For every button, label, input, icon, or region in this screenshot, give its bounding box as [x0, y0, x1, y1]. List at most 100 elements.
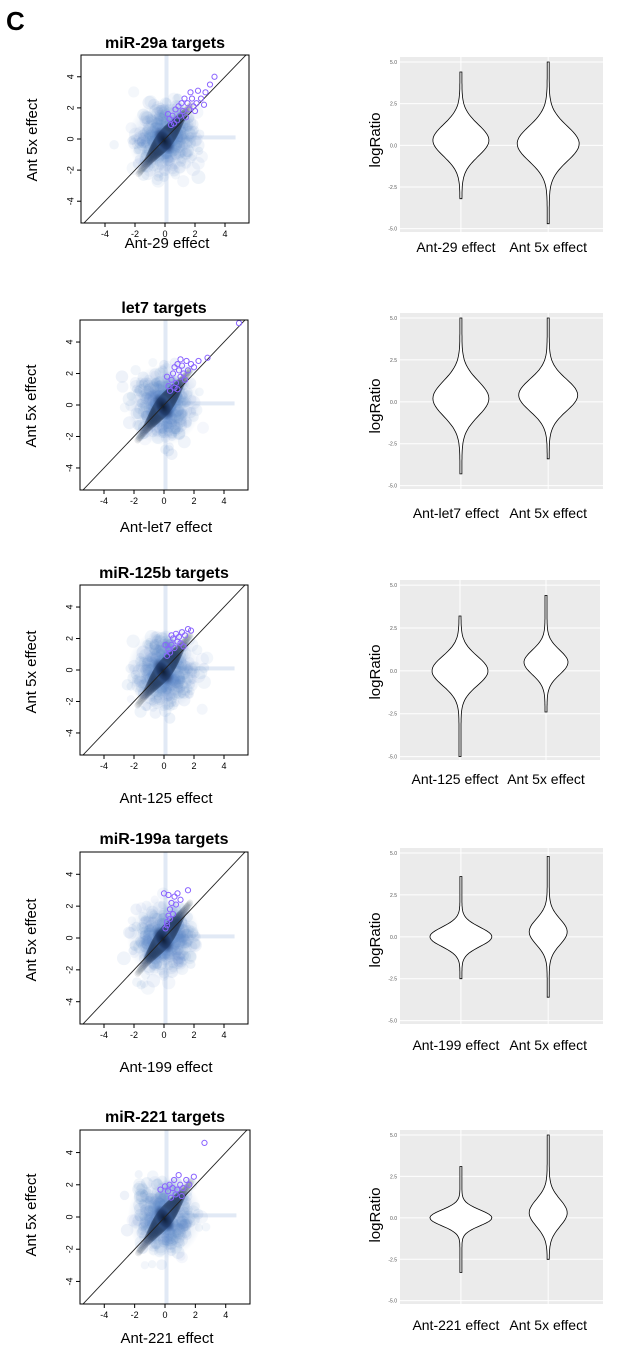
y-tick-label: -4 [64, 464, 74, 472]
y-tick-label: 0.0 [390, 1216, 397, 1222]
target-point [169, 635, 177, 642]
y-tick-label: 0 [64, 402, 74, 407]
violin-shape [523, 595, 569, 713]
target-point [178, 362, 186, 369]
target-point [190, 103, 197, 110]
y-tick-label: 0.0 [390, 143, 397, 149]
violin-shape [431, 615, 489, 757]
violin-panel: 5.0 2.5 0.0 -2.5 -5.0 Ant-125 effect Ant 5x ef… [367, 580, 600, 787]
density-ridge [136, 169, 143, 176]
target-point [182, 114, 190, 121]
y-tick-label: 2 [64, 636, 74, 641]
target-point [201, 1139, 208, 1146]
target-point [187, 89, 194, 96]
density-blob [160, 444, 170, 455]
density-blob [148, 1260, 157, 1269]
density-layer [82, 852, 246, 1024]
scatter-panel: miR-29a targets -4 -2 0 2 4 -4 -2 0 2 4 Ant-29 effe… [24, 35, 250, 252]
y-tick-label: 4 [65, 74, 75, 79]
violin-shape [528, 1134, 568, 1260]
target-point [211, 73, 218, 80]
target-point [185, 106, 193, 113]
y-tick-label: -2.5 [388, 185, 397, 191]
target-point [171, 644, 178, 652]
y-axis-label: Ant 5x effect [24, 98, 41, 182]
target-point [176, 112, 184, 119]
density-blob [197, 675, 211, 689]
target-point [186, 1181, 193, 1188]
y-tick-label: -5.0 [388, 1299, 397, 1305]
target-point [174, 890, 181, 897]
y-tick-label: 2 [64, 1182, 74, 1187]
y-tick-label: 5.0 [390, 60, 397, 66]
target-point [162, 641, 169, 648]
density-blob [126, 161, 140, 176]
category-label: Ant-29 effect [416, 239, 495, 255]
target-point [174, 638, 181, 645]
violin-panel: 5.0 2.5 0.0 -2.5 -5.0 Ant-221 effect Ant 5x ef… [367, 1130, 603, 1333]
y-tick-label: 0 [65, 136, 75, 141]
density-blob [201, 1222, 211, 1232]
density-blob [115, 370, 129, 383]
y-tick-label: 0 [64, 935, 74, 940]
target-point [183, 357, 190, 365]
y-axis-label: Ant 5x effect [23, 630, 40, 714]
violin-shape [429, 1166, 493, 1273]
x-axis-label: Ant-221 effect [120, 1330, 214, 1347]
violin-panel: 5.0 2.5 0.0 -2.5 -5.0 Ant-199 effect Ant 5x ef… [367, 848, 603, 1053]
target-point [194, 87, 202, 94]
density-ridge [134, 437, 141, 444]
x-tick-label: -4 [101, 229, 109, 239]
x-axis-label: Ant-125 effect [119, 790, 213, 807]
density-blob [126, 695, 135, 704]
y-tick-label: 2 [64, 371, 74, 376]
density-blob [162, 445, 175, 457]
x-tick-label: 2 [191, 1030, 196, 1040]
x-tick-label: -4 [100, 761, 108, 771]
identity-line [83, 55, 247, 223]
category-label: Ant-199 effect [412, 1037, 499, 1053]
target-point [184, 367, 192, 374]
target-point [204, 354, 211, 361]
target-point [180, 1184, 187, 1192]
y-axis-label: logRatio [367, 112, 384, 167]
y-tick-label: -5.0 [388, 755, 397, 761]
y-tick-label: 5.0 [390, 316, 397, 322]
density-blob [128, 86, 140, 98]
violin-shape [518, 317, 579, 460]
target-point [181, 376, 189, 383]
target-point [168, 376, 175, 383]
density-blob [134, 1170, 143, 1179]
category-label: Ant-125 effect [412, 771, 499, 787]
target-point [200, 101, 208, 108]
scatter-panel: miR-221 targets -4 -2 0 2 4 -4 -2 0 2 4 Ant-221 eff… [23, 1109, 251, 1347]
target-point [197, 95, 205, 102]
target-point [171, 893, 178, 900]
y-tick-label: -2 [65, 166, 75, 174]
y-tick-label: 5.0 [390, 851, 397, 857]
density-blob [169, 357, 180, 368]
y-tick-label: 2.5 [390, 893, 397, 899]
target-point [166, 906, 174, 913]
y-tick-label: 0.0 [390, 935, 397, 941]
y-tick-label: 2.5 [390, 102, 397, 108]
y-tick-label: -2.5 [388, 442, 397, 448]
x-tick-label: 0 [162, 1310, 167, 1320]
target-point [157, 1186, 164, 1193]
density-blob [200, 651, 214, 665]
identity-line [82, 1130, 248, 1304]
target-point [188, 95, 196, 102]
y-tick-label: 5.0 [390, 583, 397, 589]
target-point [170, 120, 178, 127]
target-point [163, 922, 171, 929]
density-blob [140, 1261, 150, 1270]
y-tick-label: -2.5 [388, 1257, 397, 1263]
scatter-title: miR-125b targets [99, 565, 229, 582]
target-point [180, 370, 187, 377]
violin-shape [432, 317, 490, 475]
y-tick-label: 2 [65, 105, 75, 110]
density-ridge [135, 1248, 143, 1256]
category-label: Ant 5x effect [507, 771, 585, 787]
y-tick-label: -2.5 [388, 977, 397, 983]
